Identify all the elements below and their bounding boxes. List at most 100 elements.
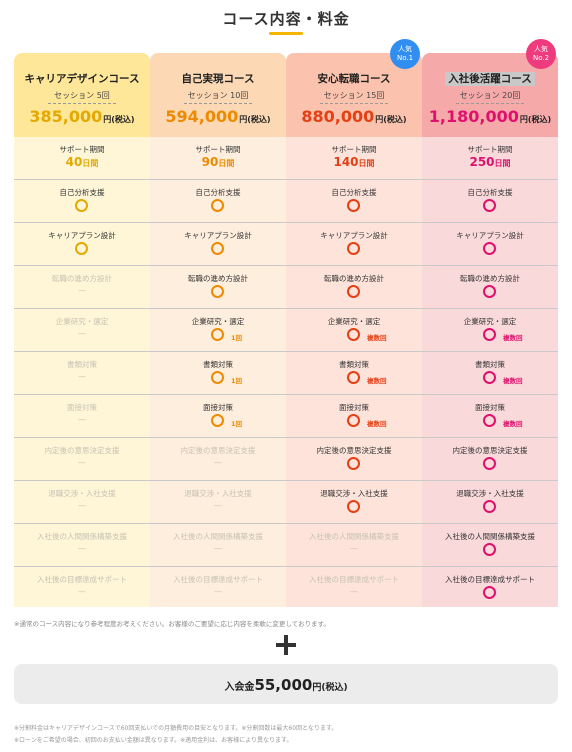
feature-label: キャリアプラン設計 (456, 231, 524, 240)
feature-count-note: 複数回 (503, 377, 523, 385)
feature-row: キャリアプラン設計 (14, 223, 150, 266)
feature-label: 企業研究・選定 (327, 317, 381, 326)
feature-row: 転職の進め方設計 (422, 266, 558, 309)
feature-row: 書類対策 1回 (150, 352, 286, 395)
feature-row: キャリアプラン設計 (422, 223, 558, 266)
installment-footnote: ※分割料金はキャリアデザインコースで60回支払いでの月額費用の目安となります。※… (14, 725, 338, 732)
feature-label: 書類対策 (339, 360, 369, 369)
not-included-dash: — (78, 415, 86, 424)
feature-label: 自己分析支援 (59, 188, 105, 197)
included-circle-icon (483, 500, 496, 513)
not-included-dash: — (214, 458, 222, 467)
feature-label: 入社後の人間関係構築支援 (309, 532, 399, 541)
included-circle-icon (211, 199, 224, 212)
plan-header: 自己実現コース セッション 10回 594,000円(税込) (150, 53, 286, 137)
feature-label: 書類対策 (67, 360, 97, 369)
feature-row: 面接対策 複数回 (422, 395, 558, 438)
plan-price: 594,000円(税込) (150, 107, 286, 126)
included-circle-icon (347, 242, 360, 255)
feature-row: 退職交渉・入社支援 — (150, 481, 286, 524)
support-period-value: 40日間 (65, 155, 99, 169)
title-underline (269, 32, 303, 35)
course-footnote: ※通常のコース内容になり参考程度お考えください。お客様のご要望に応じ内容を柔軟に… (14, 620, 330, 628)
feature-row: 入社後の人間関係構築支援 — (14, 524, 150, 567)
feature-row: 退職交渉・入社支援 (286, 481, 422, 524)
feature-row: キャリアプラン設計 (150, 223, 286, 266)
plan-column: 安心転職コース セッション 15回 880,000円(税込) 人気 No.1 サポート期間… (286, 39, 422, 610)
support-period-row: サポート期間 90日間 (150, 137, 286, 180)
included-circle-icon (347, 371, 360, 384)
plan-name: 自己実現コース (181, 73, 255, 85)
plan-sessions: セッション 15回 (320, 90, 388, 104)
feature-label: キャリアプラン設計 (184, 231, 252, 240)
included-circle-icon (75, 242, 88, 255)
feature-label: 内定後の意思決定支援 (316, 446, 392, 455)
included-circle-icon (483, 371, 496, 384)
plan-price-unit: 円(税込) (375, 115, 407, 124)
plan-price-value: 385,000 (29, 107, 103, 126)
feature-row: 自己分析支援 (422, 180, 558, 223)
feature-row: 企業研究・選定 — (14, 309, 150, 352)
feature-label: 企業研究・選定 (55, 317, 109, 326)
included-circle-icon (483, 543, 496, 556)
included-circle-icon (483, 199, 496, 212)
not-included-dash: — (78, 501, 86, 510)
feature-row: 入社後の目標達成サポート — (286, 567, 422, 610)
feature-label: 転職の進め方設計 (324, 274, 384, 283)
plan-features: サポート期間 40日間 自己分析支援 キャリアプラン設計 転職の進め方設計 — 企業研究・選… (14, 137, 150, 607)
feature-label: 面接対策 (339, 403, 369, 412)
included-circle-icon (211, 414, 224, 427)
feature-label: 企業研究・選定 (191, 317, 245, 326)
plan-header: キャリアデザインコース セッション 5回 385,000円(税込) (14, 53, 150, 137)
feature-label: 退職交渉・入社支援 (184, 489, 252, 498)
feature-row: 内定後の意思決定支援 (286, 438, 422, 481)
feature-count-note: 複数回 (503, 334, 523, 342)
feature-row: 転職の進め方設計 (286, 266, 422, 309)
feature-row: 企業研究・選定 複数回 (422, 309, 558, 352)
included-circle-icon (483, 242, 496, 255)
not-included-dash: — (78, 458, 86, 467)
support-period-value: 90日間 (201, 155, 235, 169)
plan-comparison-table: キャリアデザインコース セッション 5回 385,000 円(税込) サポート期間 40日… (14, 39, 558, 610)
included-circle-icon (347, 500, 360, 513)
not-included-dash: — (214, 587, 222, 596)
plan-column: キャリアデザインコース セッション 5回 385,000円(税込) サポート期間 40日… (14, 53, 150, 607)
feature-label: キャリアプラン設計 (320, 231, 388, 240)
included-circle-icon (483, 457, 496, 470)
feature-row: 入社後の目標達成サポート — (150, 567, 286, 610)
included-circle-icon (211, 285, 224, 298)
included-circle-icon (483, 285, 496, 298)
not-included-dash: — (78, 329, 86, 338)
feature-label: 入社後の目標達成サポート (445, 575, 535, 584)
feature-row: 退職交渉・入社支援 (422, 481, 558, 524)
not-included-dash: — (78, 544, 86, 553)
feature-label: 転職の進め方設計 (188, 274, 248, 283)
included-circle-icon (483, 586, 496, 599)
support-period-row: サポート期間 140日間 (286, 137, 422, 180)
feature-row: 面接対策 複数回 (286, 395, 422, 438)
feature-label: 面接対策 (203, 403, 233, 412)
included-circle-icon (75, 199, 88, 212)
plan-sessions: セッション 5回 (48, 90, 116, 104)
popularity-badge: 人気 No.2 (526, 39, 556, 69)
included-circle-icon (211, 242, 224, 255)
included-circle-icon (347, 414, 360, 427)
support-period-value: 140日間 (333, 155, 375, 169)
enrollment-fee-unit: 円(税込) (312, 683, 348, 693)
feature-row: 入社後の人間関係構築支援 — (286, 524, 422, 567)
feature-label: 退職交渉・入社支援 (48, 489, 116, 498)
plan-price: 1,180,000円(税込) (422, 107, 558, 126)
support-period-label: サポート期間 (195, 145, 241, 154)
plan-price-unit: 円(税込) (519, 115, 552, 124)
included-circle-icon (347, 285, 360, 298)
feature-row: 書類対策複数回 (286, 352, 422, 395)
plan-sessions: セッション 10回 (184, 90, 252, 104)
feature-row: 入社後の目標達成サポート — (14, 567, 150, 610)
enrollment-fee-value: 55,000 (254, 676, 313, 694)
plan-name: キャリアデザインコース (24, 73, 140, 85)
feature-label: 入社後の人間関係構築支援 (37, 532, 127, 541)
feature-count-note: 複数回 (367, 377, 387, 385)
feature-row: 内定後の意思決定支援 (422, 438, 558, 481)
section-title: コース内容・料金 (222, 10, 350, 28)
feature-count-note: 複数回 (367, 334, 387, 342)
